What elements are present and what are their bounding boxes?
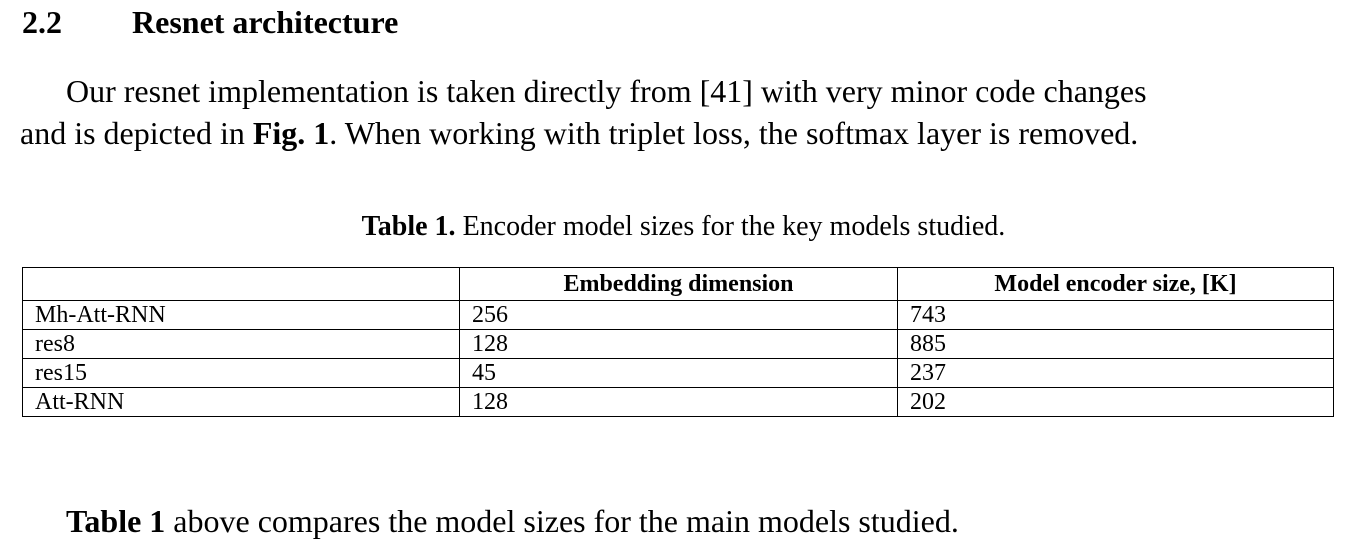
model-name-cell: res15 — [22, 358, 460, 388]
table-row: Mh-Att-RNN 256 743 — [22, 300, 1334, 330]
closing-text: above compares the model sizes for the m… — [165, 503, 959, 539]
table-reference: Table 1 — [66, 503, 166, 539]
table-row: res15 45 237 — [22, 358, 1334, 388]
embedding-dimension-cell: 45 — [459, 358, 898, 388]
section-number: 2.2 — [22, 4, 62, 40]
table-caption: Table 1. Encoder model sizes for the key… — [0, 211, 1367, 243]
model-name-cell: Mh-Att-RNN — [22, 300, 460, 330]
paragraph-text: and is depicted in — [20, 115, 253, 151]
body-paragraph: Our resnet implementation is taken direc… — [20, 70, 1345, 154]
paragraph-text: . When working with triplet loss, the so… — [329, 115, 1139, 151]
closing-sentence: Table 1 above compares the model sizes f… — [66, 503, 959, 540]
paragraph-line-1: Our resnet implementation is taken direc… — [66, 73, 1147, 109]
figure-reference: Fig. 1 — [252, 115, 330, 151]
header-model-encoder-size: Model encoder size, [K] — [897, 267, 1334, 301]
section-title: Resnet architecture — [132, 4, 399, 40]
table-row: res8 128 885 — [22, 329, 1334, 359]
model-sizes-table: Embedding dimension Model encoder size, … — [22, 267, 1334, 417]
embedding-dimension-cell: 128 — [459, 387, 898, 417]
table-caption-text: Encoder model sizes for the key models s… — [455, 211, 1006, 242]
table-header-row: Embedding dimension Model encoder size, … — [22, 267, 1334, 301]
embedding-dimension-cell: 256 — [459, 300, 898, 330]
model-name-cell: Att-RNN — [22, 387, 460, 417]
encoder-size-cell: 202 — [897, 387, 1334, 417]
header-model — [22, 267, 460, 301]
header-embedding-dimension: Embedding dimension — [459, 267, 898, 301]
table-caption-label: Table 1. — [361, 211, 456, 242]
section-heading: 2.2 Resnet architecture — [22, 4, 398, 41]
model-name-cell: res8 — [22, 329, 460, 359]
encoder-size-cell: 743 — [897, 300, 1334, 330]
table-row: Att-RNN 128 202 — [22, 387, 1334, 417]
embedding-dimension-cell: 128 — [459, 329, 898, 359]
encoder-size-cell: 237 — [897, 358, 1334, 388]
paragraph-line-2: and is depicted in Fig. 1. When working … — [20, 112, 1345, 154]
encoder-size-cell: 885 — [897, 329, 1334, 359]
